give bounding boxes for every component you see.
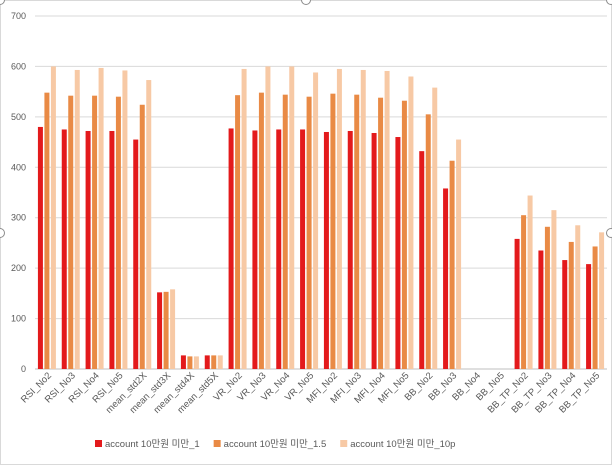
y-tick-label: 0 <box>21 364 26 374</box>
bar-BB_No2-series-3[interactable] <box>432 87 438 369</box>
bar-BB_TP_No4-series-1[interactable] <box>562 260 568 369</box>
bar-VR_No4-series-1[interactable] <box>276 129 282 369</box>
bars <box>37 66 605 370</box>
bar-mean_std4X-series-1[interactable] <box>180 355 186 369</box>
bar-VR_No3-series-2[interactable] <box>258 92 264 369</box>
bar-BB_No2-series-1[interactable] <box>419 151 425 369</box>
bar-BB_TP_No3-series-1[interactable] <box>538 250 544 369</box>
bar-VR_No4-series-2[interactable] <box>282 94 288 369</box>
y-tick-label: 500 <box>11 112 26 122</box>
bar-BB_No3-series-1[interactable] <box>443 188 449 369</box>
resize-handle-top-right[interactable] <box>606 0 612 5</box>
gridlines <box>35 15 607 370</box>
bar-MFI_No4-series-3[interactable] <box>384 70 390 370</box>
bar-MFI_No3-series-2[interactable] <box>354 94 360 369</box>
legend-swatch-2[interactable] <box>213 440 221 447</box>
bar-mean_std3X-series-3[interactable] <box>170 289 176 369</box>
bar-BB_No3-series-2[interactable] <box>449 160 455 369</box>
bar-RSI_No2-series-3[interactable] <box>50 66 56 369</box>
bar-BB_TP_No3-series-2[interactable] <box>544 226 550 369</box>
bar-VR_No4-series-3[interactable] <box>289 66 295 369</box>
bar-mean_std2X-series-1[interactable] <box>133 139 139 369</box>
bar-mean_std5X-series-1[interactable] <box>204 355 210 369</box>
bar-mean_std2X-series-2[interactable] <box>139 104 145 370</box>
bar-mean_std5X-series-2[interactable] <box>211 355 217 369</box>
bar-BB_TP_No3-series-3[interactable] <box>551 210 557 369</box>
bar-VR_No3-series-1[interactable] <box>252 130 258 369</box>
bar-VR_No5-series-3[interactable] <box>313 72 319 369</box>
x-axis-tick-labels: RSI_No2RSI_No3RSI_No4RSI_No5mean_std2Xme… <box>19 370 602 416</box>
bar-mean_std3X-series-2[interactable] <box>163 291 169 369</box>
legend-label-3[interactable]: account 10만원 미만_10p <box>350 439 455 450</box>
bar-MFI_No3-series-3[interactable] <box>360 69 366 370</box>
bar-mean_std4X-series-2[interactable] <box>187 356 193 369</box>
bar-mean_std2X-series-3[interactable] <box>146 80 152 370</box>
y-tick-label: 100 <box>11 314 26 324</box>
bar-VR_No2-series-1[interactable] <box>228 128 234 369</box>
bar-VR_No3-series-3[interactable] <box>265 66 271 369</box>
bar-MFI_No2-series-2[interactable] <box>330 93 336 369</box>
bar-MFI_No4-series-2[interactable] <box>378 97 384 370</box>
y-tick-label: 400 <box>11 162 26 172</box>
bar-RSI_No4-series-2[interactable] <box>92 95 98 370</box>
y-tick-label: 700 <box>11 11 26 21</box>
y-tick-label: 200 <box>11 263 26 273</box>
bar-RSI_No3-series-1[interactable] <box>61 129 67 369</box>
bar-MFI_No2-series-1[interactable] <box>323 131 329 369</box>
legend-swatch-3[interactable] <box>340 440 348 447</box>
bar-MFI_No3-series-1[interactable] <box>347 130 353 369</box>
bar-MFI_No2-series-3[interactable] <box>336 68 342 369</box>
bar-BB_TP_No4-series-3[interactable] <box>575 225 581 369</box>
bar-MFI_No4-series-1[interactable] <box>371 132 377 369</box>
bar-BB_TP_No5-series-2[interactable] <box>592 246 598 369</box>
bar-RSI_No3-series-2[interactable] <box>68 95 74 370</box>
bar-BB_TP_No5-series-1[interactable] <box>586 264 592 369</box>
bar-RSI_No4-series-3[interactable] <box>98 67 104 369</box>
bar-VR_No2-series-3[interactable] <box>241 68 247 369</box>
legend-label-2[interactable]: account 10만원 미만_1.5 <box>224 439 327 450</box>
bar-BB_TP_No4-series-2[interactable] <box>568 241 574 369</box>
bar-mean_std4X-series-3[interactable] <box>193 356 199 369</box>
bar-RSI_No2-series-1[interactable] <box>37 126 43 369</box>
legend-label-1[interactable]: account 10만원 미만_1 <box>105 439 200 450</box>
bar-mean_std5X-series-3[interactable] <box>217 355 223 369</box>
bar-RSI_No2-series-2[interactable] <box>44 92 50 369</box>
bar-VR_No5-series-1[interactable] <box>300 129 306 369</box>
bar-VR_No5-series-2[interactable] <box>306 96 312 369</box>
bar-RSI_No5-series-1[interactable] <box>109 130 115 369</box>
y-axis-tick-labels: 0 100 200 300 400 500 600 700 <box>11 11 26 374</box>
resize-handle-middle-right[interactable] <box>606 228 612 238</box>
bar-MFI_No5-series-1[interactable] <box>395 137 401 369</box>
bar-RSI_No5-series-2[interactable] <box>115 96 121 369</box>
bar-BB_TP_No5-series-3[interactable] <box>599 232 605 369</box>
bar-BB_No3-series-3[interactable] <box>456 139 462 369</box>
bar-RSI_No5-series-3[interactable] <box>122 70 128 369</box>
legend-swatch-1[interactable] <box>95 440 102 447</box>
bar-BB_TP_No2-series-3[interactable] <box>527 195 533 369</box>
bar-VR_No2-series-2[interactable] <box>235 95 241 370</box>
bar-MFI_No5-series-2[interactable] <box>401 100 407 369</box>
y-tick-label: 600 <box>11 61 26 71</box>
bar-BB_No2-series-2[interactable] <box>425 114 431 369</box>
bar-mean_std3X-series-1[interactable] <box>157 292 163 369</box>
bar-RSI_No3-series-3[interactable] <box>74 69 80 370</box>
legend: account 10만원 미만_1 account 10만원 미만_1.5 acco… <box>95 439 455 450</box>
bar-MFI_No5-series-3[interactable] <box>408 76 414 369</box>
bar-RSI_No4-series-1[interactable] <box>85 130 91 369</box>
bar-BB_TP_No2-series-1[interactable] <box>514 238 520 369</box>
bar-BB_TP_No2-series-2[interactable] <box>521 215 527 369</box>
y-tick-label: 300 <box>11 213 26 223</box>
